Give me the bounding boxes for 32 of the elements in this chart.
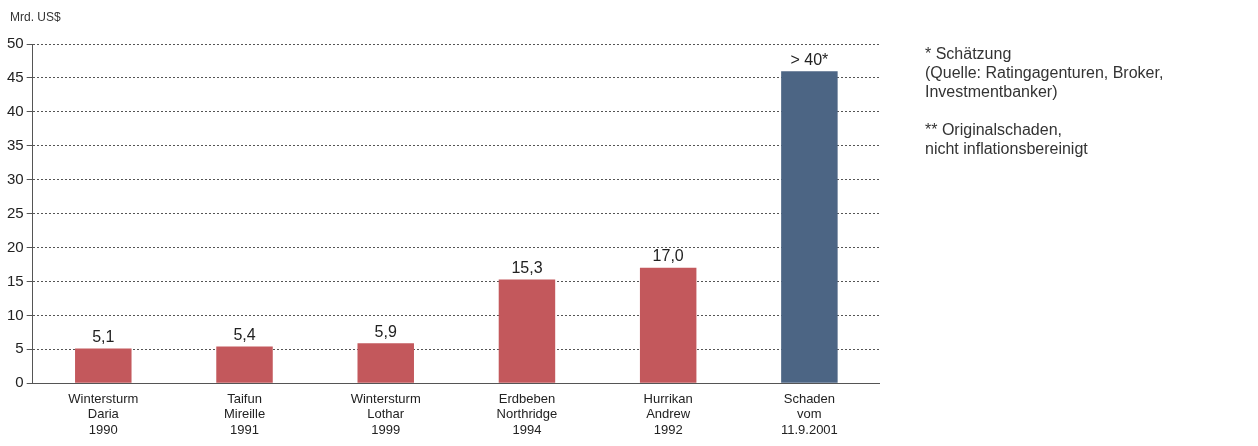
x-tick-label: Taifun Mireille 1991 xyxy=(223,390,266,437)
y-tick-label: 40 xyxy=(7,101,24,119)
x-tick-label: Schaden vom 11.9.2001 xyxy=(780,390,838,437)
x-tick-label: Erdbeben Northridge 1994 xyxy=(496,390,558,437)
y-tick-label: 45 xyxy=(7,68,24,86)
bar xyxy=(357,343,414,383)
x-tick-label: Wintersturm Daria 1990 xyxy=(68,390,139,437)
bar xyxy=(781,71,838,383)
y-tick-label: 35 xyxy=(7,135,24,153)
text: ** Originalschaden, nicht inflationsbereinigt xyxy=(925,120,1089,158)
bar xyxy=(75,348,132,383)
text: * Schätzung (Quelle: Ratingagenturen, Broker, Investmentbanker) xyxy=(925,44,1164,101)
bar xyxy=(498,279,556,383)
y-tick-label: 30 xyxy=(7,169,24,187)
y-tick-label: 50 xyxy=(7,34,24,52)
y-tick-label: 10 xyxy=(7,305,24,323)
y-tick-label: 15 xyxy=(7,271,24,289)
data-label: 5,4 xyxy=(233,325,256,343)
data-label: 5,9 xyxy=(374,322,397,340)
y-tick-label: 20 xyxy=(7,237,24,255)
y-axis-title: Mrd. US$ xyxy=(10,10,61,24)
y-tick-label: 25 xyxy=(7,203,24,221)
data-label: 5,1 xyxy=(92,328,115,346)
x-tick-label: Wintersturm Lothar 1999 xyxy=(350,390,421,437)
x-tick-label: Hurrikan Andrew 1992 xyxy=(643,390,693,437)
data-label: > 40* xyxy=(790,50,829,68)
bar xyxy=(639,267,697,383)
y-tick-label: 0 xyxy=(15,373,24,391)
y-tick-label: 5 xyxy=(15,339,24,357)
bar xyxy=(216,346,273,383)
data-label: 15,3 xyxy=(511,258,543,276)
data-label: 17,0 xyxy=(652,247,684,265)
